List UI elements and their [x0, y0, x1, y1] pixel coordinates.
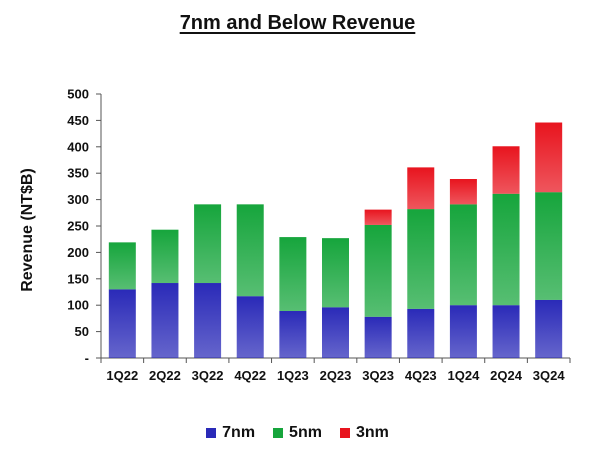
y-tick-label: 500: [67, 87, 89, 102]
bar-7nm-1Q24: [449, 305, 477, 358]
legend-item-7nm: 7nm: [206, 424, 255, 442]
legend-swatch-3nm: [339, 428, 350, 438]
x-tick-label: 4Q23: [405, 368, 437, 383]
x-tick-label: 3Q23: [362, 368, 394, 383]
bar-3nm-1Q24: [449, 179, 477, 205]
bar-5nm-1Q23: [279, 237, 307, 312]
y-tick-label: 50: [75, 324, 89, 339]
bar-5nm-4Q22: [236, 204, 264, 297]
bar-7nm-4Q22: [236, 296, 264, 358]
bar-7nm-1Q22: [108, 289, 136, 358]
bar-3nm-4Q23: [407, 167, 435, 210]
y-tick-label: 100: [67, 298, 89, 313]
y-tick-label: 350: [67, 166, 89, 181]
bar-3nm-3Q23: [364, 209, 392, 225]
bar-5nm-3Q23: [364, 224, 392, 317]
bar-7nm-3Q24: [535, 299, 563, 358]
bar-7nm-2Q24: [492, 305, 520, 358]
y-tick-label: -: [85, 351, 89, 366]
bar-7nm-3Q23: [364, 316, 392, 358]
legend-label-7nm: 7nm: [222, 424, 256, 441]
x-tick-label: 3Q22: [192, 368, 224, 383]
x-tick-label: 1Q24: [448, 368, 481, 383]
x-tick-label: 3Q24: [533, 368, 566, 383]
x-tick-label: 2Q24: [490, 368, 523, 383]
bar-7nm-4Q23: [407, 308, 435, 358]
y-tick-label: 200: [67, 245, 89, 260]
bar-7nm-2Q23: [322, 307, 349, 358]
y-tick-label: 250: [67, 219, 89, 234]
bar-7nm-2Q22: [151, 283, 179, 358]
bar-5nm-2Q24: [492, 193, 520, 306]
x-tick-label: 4Q22: [234, 368, 266, 383]
bar-5nm-2Q23: [322, 238, 349, 308]
x-tick-label: 2Q22: [149, 368, 181, 383]
x-tick-label: 1Q22: [106, 368, 138, 383]
legend-item-3nm: 3nm: [339, 424, 389, 442]
bar-5nm-3Q22: [194, 204, 222, 284]
legend: 7nm 5nm 3nm: [0, 424, 595, 442]
bar-5nm-3Q24: [535, 192, 563, 300]
legend-swatch-5nm: [273, 428, 284, 438]
bar-3nm-2Q24: [492, 146, 520, 194]
stacked-bar-chart: - 50 100 150 200 250 300 350 400 450 500 1Q22 2Q22 3Q…: [67, 87, 571, 383]
y-tick-label: 450: [67, 113, 89, 128]
x-tick-label: 1Q23: [277, 368, 309, 383]
bar-7nm-3Q22: [194, 283, 222, 358]
legend-item-5nm: 5nm: [273, 424, 322, 442]
chart-title: 7nm and Below Revenue: [179, 12, 416, 34]
bar-7nm-1Q23: [279, 311, 307, 358]
legend-swatch-7nm: [206, 428, 217, 438]
y-tick-label: 400: [67, 139, 89, 154]
legend-label-3nm: 3nm: [355, 424, 389, 441]
legend-label-5nm: 5nm: [289, 424, 322, 441]
bar-3nm-3Q24: [535, 122, 563, 193]
bar-5nm-1Q24: [449, 204, 477, 306]
x-tick-label: 2Q23: [320, 368, 352, 383]
bar-5nm-4Q23: [407, 209, 435, 309]
y-tick-label: 300: [67, 192, 89, 207]
bar-5nm-1Q22: [108, 242, 136, 290]
bar-5nm-2Q22: [151, 229, 179, 284]
y-tick-label: 150: [67, 271, 89, 286]
